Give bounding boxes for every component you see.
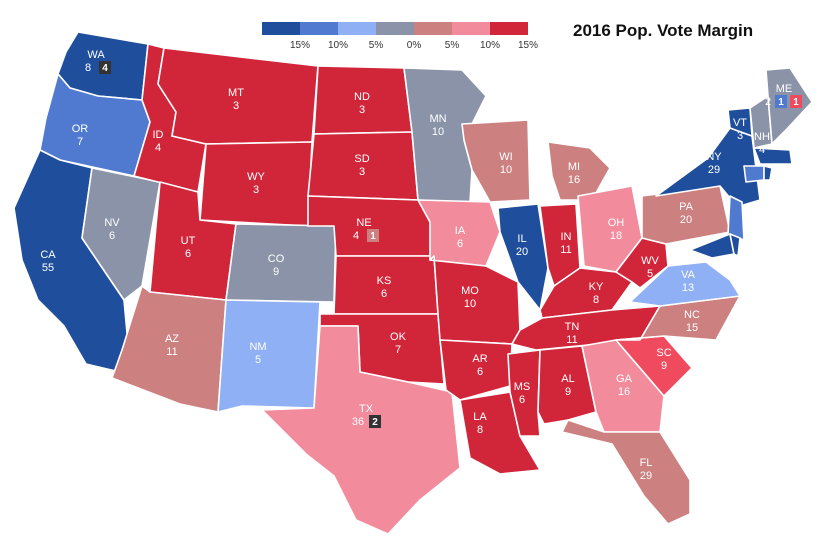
legend-swatch-r5 xyxy=(414,22,452,35)
state-ri[interactable] xyxy=(763,165,773,181)
legend-label-d10: 10% xyxy=(328,40,348,51)
district-badge-me-2: 1 xyxy=(793,97,799,108)
district-badge-wa-box xyxy=(99,61,111,74)
legend: 15% 10% 5% 0% 5% 10% 15% 2016 Pop. Vote … xyxy=(262,21,753,51)
state-ma[interactable] xyxy=(753,147,793,165)
district-badge-ne: 1 xyxy=(370,231,376,242)
legend-label-r10: 10% xyxy=(480,40,500,51)
state-mt[interactable] xyxy=(157,47,319,145)
district-badge-ne-box xyxy=(367,229,379,242)
district-badge-me-1: 1 xyxy=(778,97,784,108)
state-mo[interactable] xyxy=(429,255,521,345)
state-nm[interactable] xyxy=(217,299,321,413)
state-ny[interactable] xyxy=(655,127,761,207)
legend-swatch-d5 xyxy=(338,22,376,35)
legend-swatch-d15 xyxy=(262,22,300,35)
state-az[interactable] xyxy=(111,285,227,413)
legend-swatch-0 xyxy=(376,22,414,35)
district-badge-me-2-box xyxy=(790,95,802,108)
state-tx[interactable] xyxy=(261,325,461,535)
state-nj[interactable] xyxy=(727,195,745,241)
legend-swatch-r15 xyxy=(490,22,528,35)
legend-label-d5: 5% xyxy=(369,40,384,51)
state-wi[interactable] xyxy=(461,119,531,203)
legend-label-0: 0% xyxy=(407,40,422,51)
state-nd[interactable] xyxy=(313,65,413,135)
state-de[interactable] xyxy=(729,233,741,257)
state-wy[interactable] xyxy=(199,141,313,227)
map-title: 2016 Pop. Vote Margin xyxy=(573,21,753,40)
legend-label-r5: 5% xyxy=(445,40,460,51)
state-me[interactable] xyxy=(765,67,813,145)
state-sd[interactable] xyxy=(307,131,419,201)
state-ks[interactable] xyxy=(333,255,439,315)
legend-swatch-r10 xyxy=(452,22,490,35)
state-pa[interactable] xyxy=(641,185,731,245)
district-badge-tx: 2 xyxy=(372,417,378,428)
district-badge-wa: 4 xyxy=(102,63,108,74)
legend-label-r15: 15% xyxy=(518,40,538,51)
district-badge-tx-box xyxy=(369,415,381,428)
state-ct[interactable] xyxy=(743,165,765,183)
state-ar[interactable] xyxy=(439,339,513,401)
district-badge-me-1-box xyxy=(775,95,787,108)
state-co[interactable] xyxy=(225,223,337,303)
state-fl[interactable] xyxy=(561,419,691,525)
state-ia[interactable] xyxy=(417,199,501,267)
legend-label-d15: 15% xyxy=(290,40,310,51)
legend-swatch-d10 xyxy=(300,22,338,35)
